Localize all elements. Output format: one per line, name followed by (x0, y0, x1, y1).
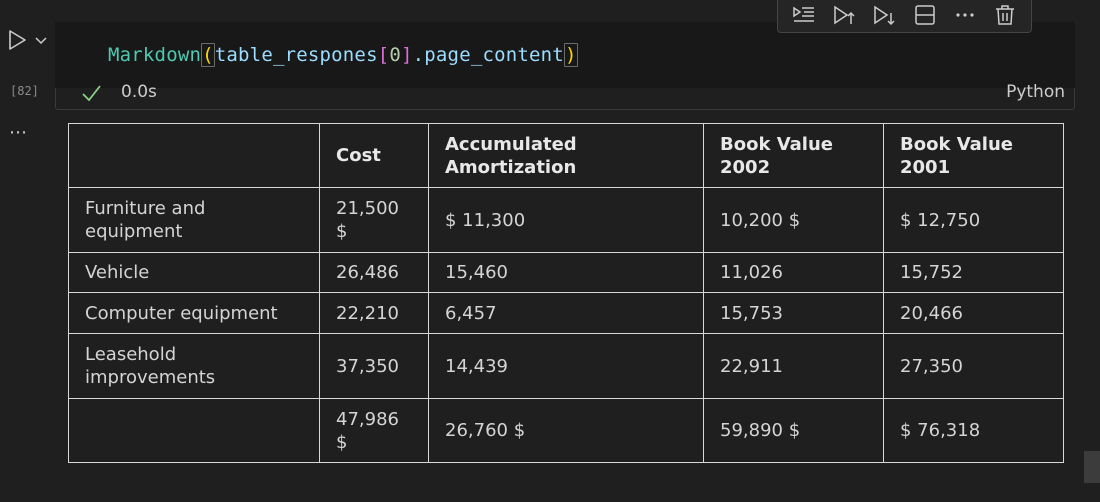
execute-below-icon[interactable] (870, 1, 898, 29)
table-cell: $ 11,300 (428, 187, 704, 253)
table-cell: Leasehold improvements (68, 333, 320, 399)
code-variable: table_respones (214, 44, 378, 66)
table-cell: 47,986 $ (319, 398, 429, 463)
split-cell-icon[interactable] (911, 1, 939, 29)
table-row: 47,986 $ 26,760 $ 59,890 $ $ 76,318 (68, 398, 1064, 463)
table-cell: Furniture and equipment (68, 187, 320, 253)
more-actions-icon[interactable] (951, 1, 979, 29)
table-header-cell: Book Value 2001 (883, 123, 1064, 188)
table-row: Vehicle 26,486 15,460 11,026 15,752 (68, 252, 1064, 293)
table-cell: 59,890 $ (703, 398, 884, 463)
output-toggle[interactable]: ⋯ (9, 122, 28, 143)
execute-above-icon[interactable] (830, 1, 858, 29)
table-row: Leasehold improvements 37,350 14,439 22,… (68, 333, 1064, 399)
table-header-cell: Book Value 2002 (703, 123, 884, 188)
code-index: 0 (389, 44, 401, 66)
table-header-cell (68, 123, 320, 188)
delete-icon[interactable] (991, 1, 1019, 29)
table-cell: 37,350 (319, 333, 429, 399)
code-bracket-close: ] (401, 44, 413, 66)
table-cell: 20,466 (883, 292, 1064, 334)
table-header-cell: Cost (319, 123, 429, 188)
table-row: Computer equipment 22,210 6,457 15,753 2… (68, 292, 1064, 334)
cell-toolbar (777, 0, 1032, 33)
table-cell: 26,486 (319, 252, 429, 293)
table-cell: $ 76,318 (883, 398, 1064, 463)
scrollbar-thumb[interactable] (1084, 451, 1100, 483)
table-cell: 22,210 (319, 292, 429, 334)
execution-time: 0.0s (121, 82, 157, 102)
table-cell: 11,026 (703, 252, 884, 293)
code-line[interactable]: Markdown(table_respones[0].page_content) (108, 43, 578, 67)
table-cell: 10,200 $ (703, 187, 884, 253)
table-cell: Vehicle (68, 252, 320, 293)
code-function: Markdown (108, 44, 202, 66)
chevron-down-icon[interactable] (34, 32, 48, 46)
table-cell: 21,500 $ (319, 187, 429, 253)
table-cell (68, 398, 320, 463)
table-row: Furniture and equipment 21,500 $ $ 11,30… (68, 187, 1064, 253)
cell-editor[interactable] (55, 22, 1075, 88)
run-cell-icon[interactable] (5, 28, 29, 52)
cell-language[interactable]: Python (1006, 82, 1065, 102)
code-close-paren: ) (563, 43, 578, 67)
check-icon (80, 82, 102, 104)
code-bracket-open: [ (377, 44, 390, 66)
table-cell: 26,760 $ (428, 398, 704, 463)
code-attribute: .page_content (412, 44, 564, 66)
table-cell: 15,753 (703, 292, 884, 334)
table-cell: 27,350 (883, 333, 1064, 399)
code-open-paren: ( (201, 43, 215, 67)
table-cell: Computer equipment (68, 292, 320, 334)
table-cell: 6,457 (428, 292, 704, 334)
output-table: Cost Accumulated Amortization Book Value… (68, 123, 1064, 463)
table-header-cell: Accumulated Amortization (428, 123, 704, 188)
table-cell: 14,439 (428, 333, 704, 399)
table-cell: $ 12,750 (883, 187, 1064, 253)
run-by-line-icon[interactable] (790, 1, 818, 29)
table-cell: 15,460 (428, 252, 704, 293)
table-cell: 15,752 (883, 252, 1064, 293)
table-header-row: Cost Accumulated Amortization Book Value… (68, 123, 1064, 188)
table-cell: 22,911 (703, 333, 884, 399)
execution-count: [82] (10, 84, 39, 98)
